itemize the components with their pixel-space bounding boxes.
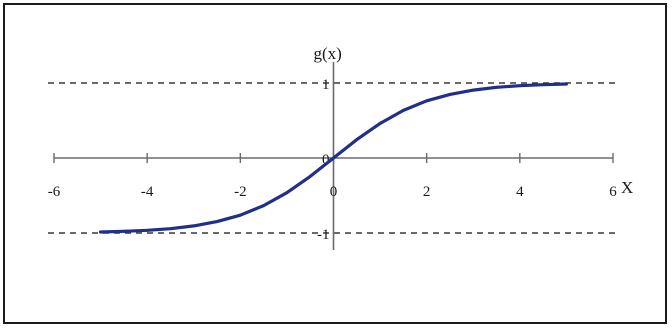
x-tick-label: -6 xyxy=(48,184,61,200)
series-group xyxy=(98,82,569,234)
data-point xyxy=(122,229,126,233)
ticks: -6 -4 -2 0 2 4 6 -1 0 1 xyxy=(48,77,618,243)
chart-frame xyxy=(3,3,667,324)
data-point xyxy=(192,224,196,228)
data-point xyxy=(238,213,242,217)
x-tick-label: 0 xyxy=(330,184,338,200)
data-point xyxy=(355,138,359,142)
data-point xyxy=(285,191,289,195)
data-point xyxy=(425,99,429,103)
data-point xyxy=(378,121,382,125)
data-point xyxy=(262,204,266,208)
data-point xyxy=(518,84,522,88)
x-tick-label: -2 xyxy=(234,184,247,200)
x-tick-label: 4 xyxy=(516,184,524,200)
y-tick-label: 1 xyxy=(322,77,330,93)
y-axis-label: g(x) xyxy=(314,44,342,63)
data-point xyxy=(401,108,405,112)
x-axis-label: X xyxy=(621,178,633,197)
x-tick-label: -4 xyxy=(141,184,154,200)
data-point xyxy=(471,88,475,92)
y-tick-label: -1 xyxy=(317,227,330,243)
reference-lines xyxy=(48,82,618,234)
data-point xyxy=(169,227,172,231)
y-tick-label: 0 xyxy=(322,152,330,168)
data-point xyxy=(565,82,568,86)
data-point xyxy=(308,174,312,178)
data-point xyxy=(332,156,335,160)
x-tick-label: 6 xyxy=(609,184,617,200)
data-point xyxy=(541,83,545,87)
data-point xyxy=(215,220,219,224)
data-point xyxy=(495,85,498,89)
x-tick-label: 2 xyxy=(423,184,431,200)
data-point xyxy=(145,228,149,232)
data-point xyxy=(448,93,452,96)
data-point xyxy=(99,230,102,234)
